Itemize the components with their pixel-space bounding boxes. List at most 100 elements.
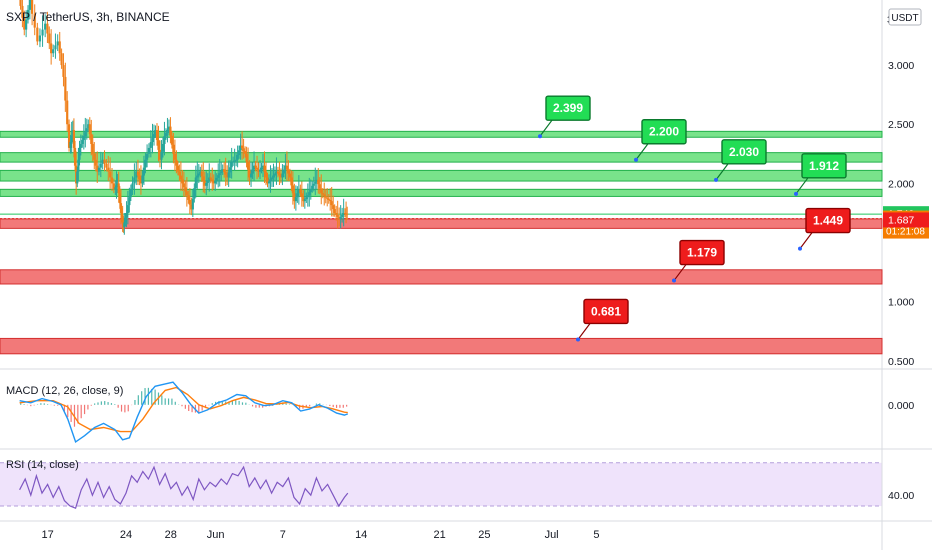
candle-body xyxy=(293,193,296,202)
support-zone xyxy=(0,337,883,355)
candle-body xyxy=(190,204,193,210)
symbol-title[interactable]: SXP / TetherUS, 3h, BINANCE xyxy=(6,10,170,24)
rsi-title[interactable]: RSI (14, close) xyxy=(6,459,79,471)
y-tick-label: 2.000 xyxy=(888,178,914,190)
candle-body xyxy=(212,181,215,184)
candle-body xyxy=(227,172,230,178)
candle-body xyxy=(58,41,61,54)
callout-pointer xyxy=(539,119,553,137)
candle-body xyxy=(139,179,143,184)
candle-body xyxy=(157,140,160,150)
candle-body xyxy=(81,140,84,144)
currency-badge[interactable]: USDT xyxy=(888,8,922,26)
candle-body xyxy=(270,177,274,180)
candle-body xyxy=(205,183,208,186)
candle-body xyxy=(105,163,108,168)
candle-body xyxy=(161,143,165,152)
target-callout: 1.912 xyxy=(794,153,847,196)
y-tick-label: 1.000 xyxy=(888,297,914,309)
candle-body xyxy=(297,189,300,194)
candle-body xyxy=(163,136,166,144)
candle-body xyxy=(193,188,196,199)
price-pane[interactable] xyxy=(0,0,882,368)
candle-body xyxy=(211,179,214,182)
candle-body xyxy=(175,159,178,166)
macd-title[interactable]: MACD (12, 26, close, 9) xyxy=(6,385,123,397)
candle-body xyxy=(141,175,144,184)
candle-body xyxy=(25,19,28,30)
callout-anchor xyxy=(798,246,802,251)
candle-body xyxy=(241,145,244,149)
macd-pane[interactable] xyxy=(0,370,882,448)
candle-body xyxy=(133,177,136,184)
candle-body xyxy=(343,212,347,214)
y-tick-label: 3.000 xyxy=(888,60,914,72)
resistance-zone xyxy=(0,152,883,163)
callout-box xyxy=(721,139,767,165)
candle-body xyxy=(206,180,209,184)
candle-body xyxy=(221,169,224,172)
x-tick-label: 24 xyxy=(120,529,132,541)
x-tick-label: 7 xyxy=(280,529,286,541)
rsi-series: 40.00 xyxy=(0,462,914,509)
rsi-tick-label: 40.00 xyxy=(888,490,914,502)
callout-anchor xyxy=(714,177,718,182)
candle-body xyxy=(296,193,299,198)
price-badge-bg xyxy=(883,212,929,228)
candle-body xyxy=(91,143,94,154)
callout-pointer xyxy=(673,264,687,281)
x-axis[interactable]: 17 24 28 Jun 7 14 21 25 Jul 5 xyxy=(41,529,599,541)
candle-body xyxy=(46,23,49,34)
macd-series: 0.000 xyxy=(19,381,914,443)
candle-body xyxy=(217,175,220,178)
candle-body xyxy=(78,147,81,160)
candle-body xyxy=(19,0,22,6)
price-badge-label: 1.687 xyxy=(888,214,914,226)
candle-body xyxy=(287,169,290,174)
candle-body xyxy=(178,171,181,176)
candle-body xyxy=(73,147,77,166)
candle-body xyxy=(242,148,245,152)
candle-body xyxy=(23,17,26,30)
candle-body xyxy=(194,177,197,189)
candle-body xyxy=(110,177,114,184)
candle-body xyxy=(317,179,320,185)
candle-body xyxy=(249,173,253,178)
candle-body xyxy=(288,173,291,178)
candle-body xyxy=(88,124,91,135)
candle-body xyxy=(333,209,336,213)
candle-body xyxy=(258,169,262,172)
candle-body xyxy=(94,159,97,166)
candle-body xyxy=(154,130,157,135)
candle-body xyxy=(273,173,277,176)
candle-body xyxy=(52,49,55,54)
candle-body xyxy=(125,212,128,218)
candle-body xyxy=(101,159,104,164)
candle-body xyxy=(72,130,76,148)
macd-tick-label: 0.000 xyxy=(888,400,914,412)
candle-body xyxy=(123,222,126,228)
candle-body xyxy=(346,213,349,215)
candle-body xyxy=(294,197,297,202)
x-tick-label: 5 xyxy=(593,529,599,541)
candle-body xyxy=(33,13,36,28)
candle-body xyxy=(96,165,99,172)
callout-pointer xyxy=(795,177,809,195)
candle-body xyxy=(260,167,263,170)
candle-body xyxy=(115,185,118,188)
candle-body xyxy=(315,179,318,182)
candle-body xyxy=(245,153,248,162)
candle-body xyxy=(185,191,188,196)
candle-body xyxy=(314,181,317,184)
candle-body xyxy=(252,165,256,170)
candle-body xyxy=(223,169,226,172)
callout-anchor xyxy=(538,134,542,139)
candle-body xyxy=(230,162,233,168)
candle-body xyxy=(203,181,206,186)
candle-body xyxy=(214,180,217,184)
candle-body xyxy=(31,0,34,14)
candle-body xyxy=(321,192,324,195)
